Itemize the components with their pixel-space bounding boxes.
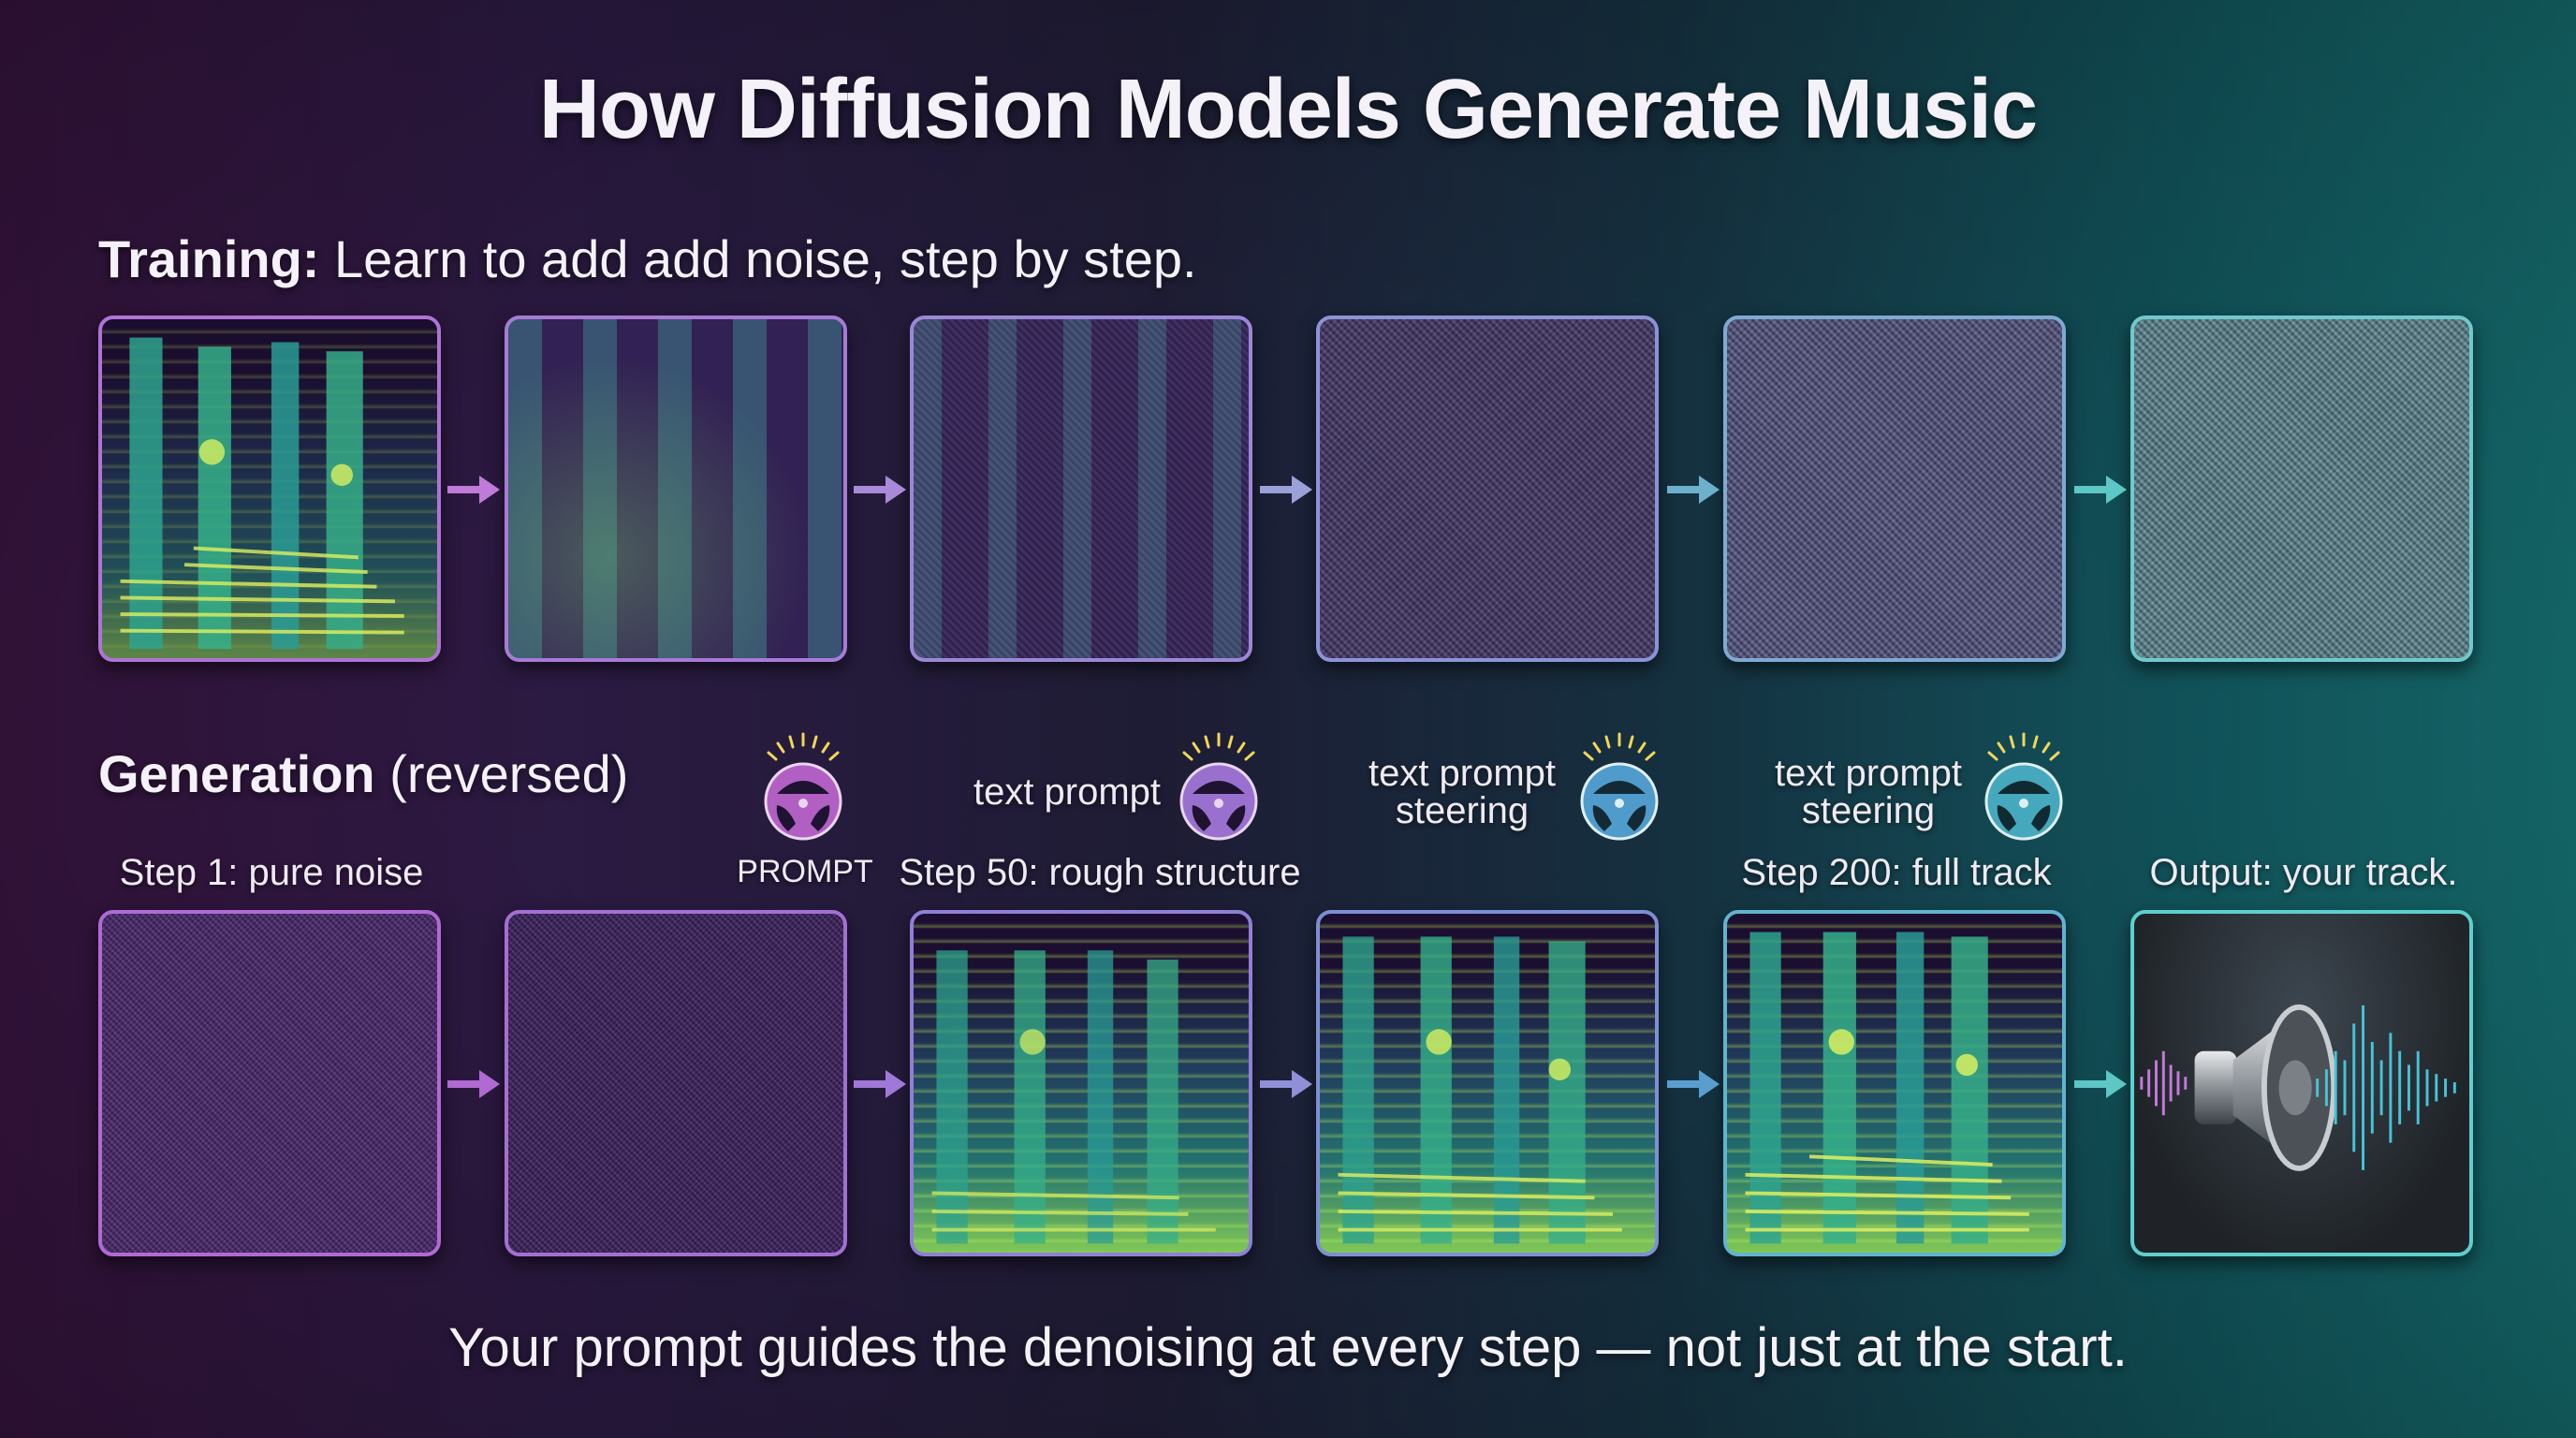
steering-text-2-line2: steering [1395,790,1530,831]
step-200-label: Step 200: full track [1741,852,2052,893]
step-50-label: Step 50: rough structure [899,852,1301,893]
training-panel-2-noisy-spectrogram [505,315,847,662]
speaker-with-waveform-icon [2140,1004,2456,1171]
spectrogram-graphic [1338,936,1622,1244]
arrow-right-icon [1667,1070,1720,1098]
training-panel-3-noisier-spectrogram [910,315,1252,662]
generation-heading-bold: Generation [98,744,375,803]
steering-text-3: text prompt steering [1756,755,1981,829]
steering-text-2: text prompt steering [1350,755,1574,829]
generation-heading: Generation (reversed) [98,743,628,804]
steering-wheel-icon [1179,732,1258,841]
steering-wheel-icon [764,732,842,841]
training-heading: Training: Learn to add add noise, step b… [98,228,1197,289]
steering-group-3 [1573,732,1666,849]
steering-wheel-icon [1984,732,2063,841]
steering-text-2-line1: text prompt [1368,753,1557,794]
arrow-right-icon [2074,476,2127,504]
generation-panel-4-spectrogram [1316,910,1659,1256]
training-heading-text: Learn to add add noise, step by step. [319,229,1197,288]
steering-text-1: text prompt [973,771,1162,813]
arrow-right-icon [447,1070,500,1098]
generation-panel-3-rough-structure [910,910,1252,1256]
step-1-label: Step 1: pure noise [119,852,424,893]
steering-wheel-icon [1580,732,1659,841]
arrow-right-icon [1260,1070,1312,1098]
training-panel-4-mostly-noise [1316,315,1659,662]
steering-prompt-group [756,732,850,849]
generation-panel-5-full-track [1723,910,2066,1256]
steering-text-3-line1: text prompt [1774,753,1963,794]
training-panel-6-pure-noise [2130,315,2473,662]
arrow-right-icon [1260,476,1312,504]
generation-heading-text: (reversed) [374,744,629,803]
page-title: How Diffusion Models Generate Music [538,63,2038,156]
spectrogram-graphic [931,950,1216,1244]
steering-group-2 [1172,732,1266,849]
arrow-right-icon [1667,476,1720,504]
arrow-right-icon [854,476,906,504]
generation-panel-1-pure-noise [98,910,441,1256]
bottom-caption: Your prompt guides the denoising at ever… [448,1317,2128,1378]
arrow-right-icon [854,1070,906,1098]
training-panel-5-noise [1723,315,2066,662]
steering-text-3-line2: steering [1801,790,1936,831]
arrow-right-icon [447,476,500,504]
steering-group-4 [1977,732,2071,849]
prompt-caption: PROMPT [737,854,873,889]
training-panel-1-clean-spectrogram [98,315,441,662]
spectrogram-graphic [102,319,437,658]
arrow-right-icon [2074,1070,2127,1098]
training-heading-bold: Training: [98,229,320,288]
generation-panel-6-output [2130,910,2473,1256]
output-label: Output: your track. [2149,852,2458,893]
spectrogram-graphic [1745,932,2029,1244]
generation-panel-2-noise [505,910,847,1256]
